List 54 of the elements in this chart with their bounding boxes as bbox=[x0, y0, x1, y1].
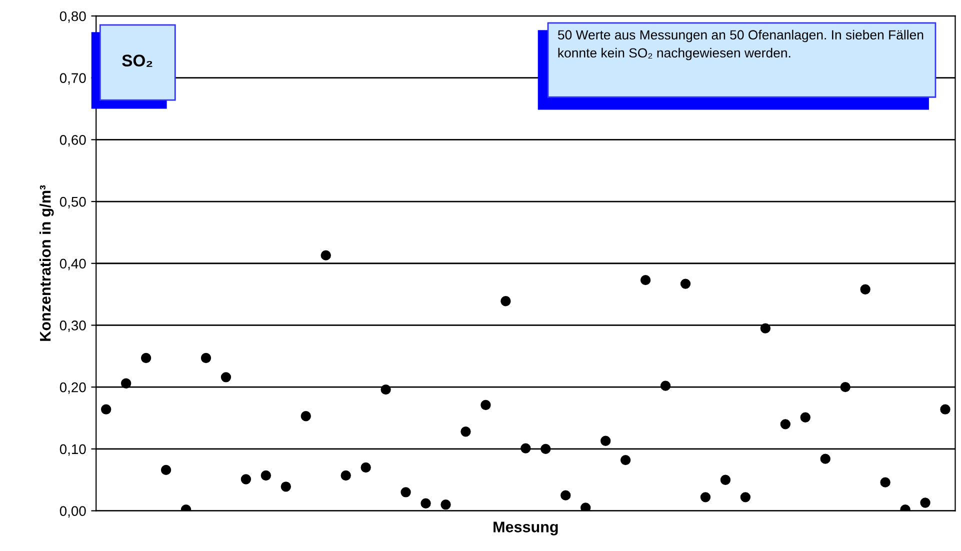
point bbox=[500, 296, 511, 306]
point bbox=[160, 464, 172, 476]
y-axis-title: Konzentration in g/m³ bbox=[39, 185, 54, 341]
x-axis-title: Messung bbox=[494, 522, 558, 536]
point bbox=[640, 274, 651, 286]
point bbox=[520, 443, 531, 454]
point bbox=[820, 454, 830, 464]
y-tick-label: 0,40 bbox=[60, 258, 86, 270]
point bbox=[300, 411, 311, 422]
y-tick-label: 0,20 bbox=[60, 382, 86, 394]
point bbox=[540, 444, 551, 454]
y-tick-label: 0,80 bbox=[60, 11, 86, 23]
point bbox=[920, 498, 930, 508]
point bbox=[740, 492, 751, 502]
point bbox=[860, 284, 870, 294]
y-tick-label: 0,00 bbox=[60, 506, 86, 518]
point bbox=[840, 382, 850, 392]
y-tick-label: 0,10 bbox=[60, 444, 86, 456]
point bbox=[580, 502, 591, 511]
point bbox=[780, 419, 790, 430]
point bbox=[440, 500, 451, 510]
point bbox=[940, 404, 950, 414]
point bbox=[360, 462, 371, 473]
annotation: 50 Werte aus Messungen an 50 Ofenanlagen. In sieben Fällen konnte kein SO₂ nachgewiesen werden. bbox=[558, 30, 924, 60]
point bbox=[720, 474, 731, 485]
point bbox=[380, 384, 391, 395]
point bbox=[680, 278, 691, 289]
point bbox=[101, 404, 112, 414]
point bbox=[240, 474, 252, 484]
text: SO₂ bbox=[122, 54, 152, 67]
point bbox=[480, 400, 491, 410]
y-tick-label: 0,70 bbox=[60, 73, 86, 85]
point bbox=[260, 470, 272, 481]
point bbox=[700, 492, 711, 502]
y-tick-label: 0,50 bbox=[60, 196, 86, 208]
point bbox=[340, 470, 351, 481]
y-tick-label: 0,60 bbox=[60, 135, 86, 146]
point bbox=[200, 352, 212, 364]
point bbox=[140, 352, 152, 364]
point bbox=[600, 436, 611, 446]
point bbox=[280, 482, 291, 492]
point bbox=[460, 426, 471, 437]
y-tick-label: 0,30 bbox=[60, 320, 86, 332]
point bbox=[400, 487, 411, 498]
point bbox=[220, 372, 232, 382]
point bbox=[560, 490, 571, 500]
point bbox=[880, 477, 890, 488]
point bbox=[420, 498, 431, 508]
point bbox=[320, 250, 331, 260]
point bbox=[660, 380, 671, 391]
point bbox=[120, 378, 132, 388]
point bbox=[760, 323, 771, 334]
point bbox=[620, 454, 631, 466]
point bbox=[800, 412, 810, 422]
